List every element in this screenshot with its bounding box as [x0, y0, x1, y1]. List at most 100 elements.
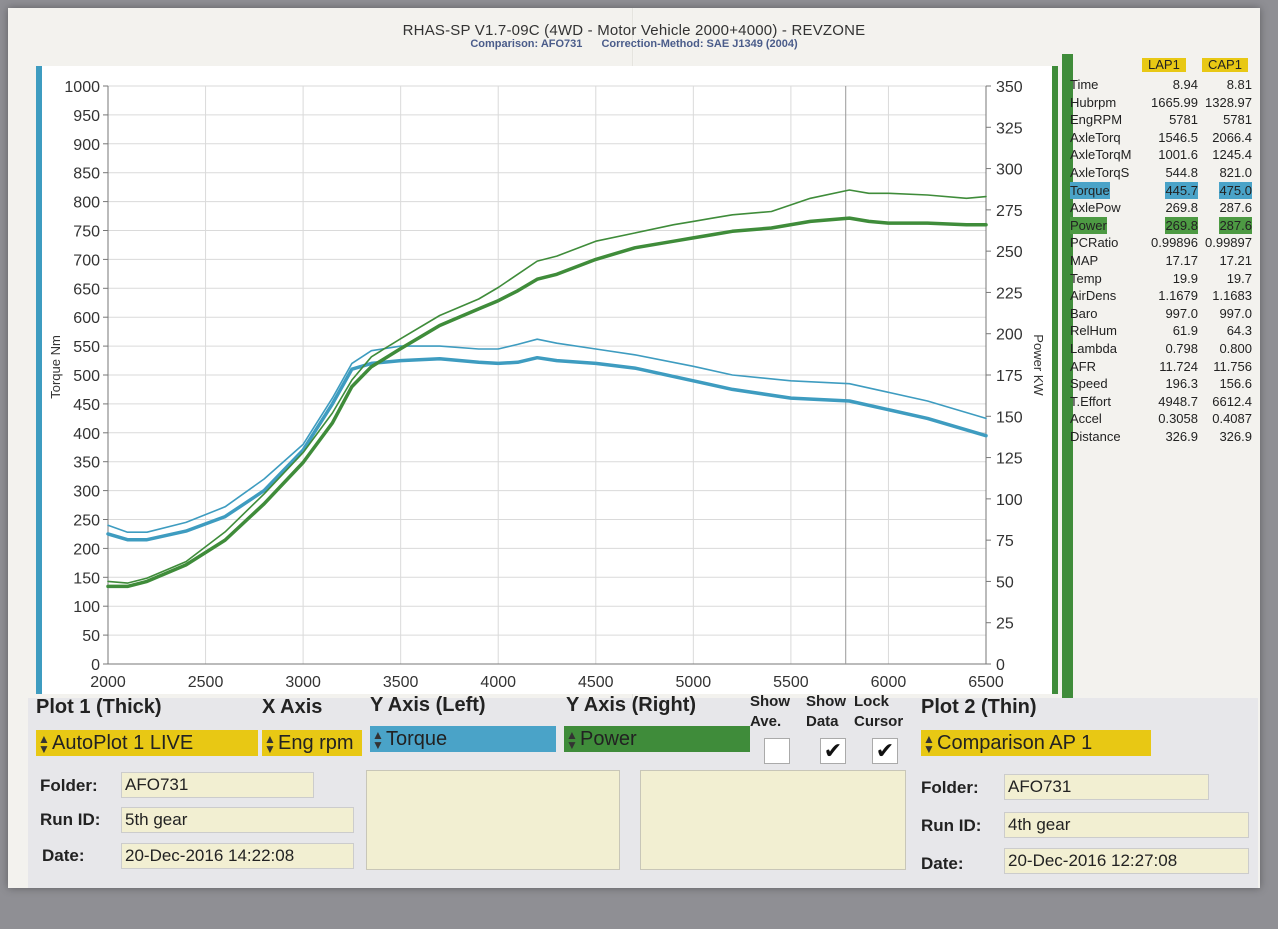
show-data-checkbox[interactable]: ✔ [820, 738, 846, 764]
lock-cursor-checkbox[interactable]: ✔ [872, 738, 898, 764]
y-left-tick-label: 150 [73, 570, 100, 587]
y-left-tick-label: 1000 [64, 79, 100, 96]
y-left-tick-label: 750 [73, 224, 100, 241]
stepper-icon[interactable]: ▲ ▼ [372, 727, 384, 752]
y-right-axis-label: Power KW [1031, 334, 1046, 396]
stepper-icon[interactable]: ▲ ▼ [923, 731, 935, 756]
readout-cap1-value: 821.0 [1219, 165, 1252, 180]
y-left-tick-label: 250 [73, 513, 100, 530]
notes-box-right[interactable] [640, 770, 906, 870]
run2-runid-label: Run ID: [921, 816, 982, 835]
x-tick-label: 6000 [871, 674, 907, 691]
y-right-tick-label: 225 [996, 285, 1023, 302]
plot-area[interactable]: 2000 2500 3000 3500 4000 4500 5000 5500 6000 6500… [36, 66, 1058, 694]
readout-lap1-value: 17.17 [1165, 253, 1198, 268]
show-ave-checkbox[interactable] [764, 738, 790, 764]
run2-runid-field[interactable]: 4th gear [1004, 812, 1249, 838]
readout-row: Distance 326.9 326.9 [1070, 428, 1260, 445]
xaxis-select[interactable]: ▲ ▼ Eng rpm [262, 730, 362, 756]
x-tick-label: 2500 [188, 674, 224, 691]
readout-row: Hubrpm 1665.99 1328.97 [1070, 94, 1260, 111]
readout-cap1-value: 2066.4 [1212, 129, 1252, 145]
readout-name: MAP [1070, 253, 1099, 268]
readout-lap1-value: 19.9 [1172, 270, 1198, 286]
yleft-heading: Y Axis (Left) [370, 694, 486, 716]
yright-value: Power [580, 728, 637, 750]
readout-name: Baro [1070, 305, 1098, 321]
run2-date-label: Date: [921, 854, 964, 873]
y-left-tick-label: 0 [91, 657, 100, 674]
x-tick-label: 6500 [968, 674, 1004, 691]
plot1-select[interactable]: ▲ ▼ AutoPlot 1 LIVE [36, 730, 258, 756]
readout-row: EngRPM 5781 5781 [1070, 111, 1260, 128]
readout-name: AirDens [1070, 288, 1117, 304]
chart-subtitle: Comparison: AFO731 Correction-Method: SA… [8, 38, 1260, 50]
yright-select[interactable]: ▲ ▼ Power [564, 726, 750, 752]
readout-name: T.Effort [1070, 393, 1111, 409]
yleft-value: Torque [386, 728, 448, 750]
y-left-tick-label: 600 [73, 310, 100, 327]
readout-cap1-value: 11.756 [1213, 358, 1252, 374]
y-left-tick-label: 400 [73, 426, 100, 443]
y-left-tick-label: 100 [73, 599, 100, 616]
x-tick-label: 4500 [578, 674, 614, 691]
run1-folder-field[interactable]: AFO731 [121, 772, 314, 798]
readout-name: RelHum [1070, 323, 1117, 339]
dyno-chart[interactable]: 2000 2500 3000 3500 4000 4500 5000 5500 6000 6500… [36, 66, 1058, 694]
series-line-torque-thick [106, 355, 988, 542]
readout-name: Accel [1070, 411, 1102, 427]
readout-cap1-value: 1.1683 [1212, 288, 1252, 304]
readout-row: AxlePow 269.8 287.6 [1070, 199, 1260, 216]
y-left-tick-label: 700 [73, 252, 100, 269]
lock-cursor-label: Lock Cursor [854, 693, 904, 730]
y-right-tick-label: 325 [996, 120, 1023, 137]
notes-box-left[interactable] [366, 770, 620, 870]
series-line-torque-thin [107, 338, 987, 534]
run1-runid-field[interactable]: 5th gear [121, 807, 354, 833]
readout-row: Accel 0.3058 0.4087 [1070, 410, 1260, 427]
readout-row: AirDens 1.1679 1.1683 [1070, 287, 1260, 304]
readout-lap1-value: 0.798 [1165, 341, 1198, 356]
readout-row: T.Effort 4948.7 6612.4 [1070, 393, 1260, 410]
readout-lap1-value: 8.94 [1172, 77, 1198, 92]
readout-lap1-value: 544.8 [1165, 165, 1198, 180]
readout-row: Torque 445.7 475.0 [1070, 181, 1260, 199]
stepper-icon[interactable]: ▲ ▼ [566, 727, 578, 752]
plot1-heading: Plot 1 (Thick) [36, 696, 162, 718]
readout-cap1-value: 64.3 [1226, 323, 1252, 339]
readout-cap1-value: 5781 [1223, 112, 1252, 128]
y-right-tick-label: 125 [996, 451, 1023, 468]
readout-name: Speed [1070, 376, 1108, 392]
readout-cap1-value: 6612.4 [1212, 393, 1252, 409]
run1-date-field[interactable]: 20-Dec-2016 14:22:08 [121, 843, 354, 869]
stepper-icon[interactable]: ▲ ▼ [264, 731, 276, 756]
readout-name: AxleTorq [1070, 129, 1121, 145]
readout-name: Hubrpm [1070, 94, 1117, 110]
xaxis-value: Eng rpm [278, 732, 354, 754]
readout-row: RelHum 61.9 64.3 [1070, 322, 1260, 339]
y-left-tick-label: 300 [73, 484, 100, 501]
plot2-value: Comparison AP 1 [937, 732, 1093, 754]
y-left-tick-label: 450 [73, 397, 100, 414]
run2-folder-field[interactable]: AFO731 [1004, 774, 1209, 800]
run2-date-field[interactable]: 20-Dec-2016 12:27:08 [1004, 848, 1249, 874]
y-right-tick-label: 250 [996, 244, 1023, 261]
readout-cap1-value: 1245.4 [1212, 147, 1252, 163]
yleft-select[interactable]: ▲ ▼ Torque [370, 726, 556, 752]
readout-name: AxlePow [1070, 200, 1121, 216]
readout-row: Lambda 0.798 0.800 [1070, 340, 1260, 357]
stepper-icon[interactable]: ▲ ▼ [38, 731, 50, 756]
readout-row: Temp 19.9 19.7 [1070, 270, 1260, 287]
plot2-heading: Plot 2 (Thin) [921, 696, 1037, 718]
readout-name: Torque [1070, 181, 1110, 199]
readout-cap1-value: 19.7 [1226, 270, 1252, 286]
y-right-tick-label: 25 [996, 616, 1014, 633]
run1-runid-label: Run ID: [40, 810, 101, 829]
show-ave-label: Show Ave. [750, 693, 790, 730]
plot2-select[interactable]: ▲ ▼ Comparison AP 1 [921, 730, 1151, 756]
col-cap1-header: CAP1 [1202, 58, 1248, 72]
readout-lap1-value: 326.9 [1165, 429, 1198, 444]
readout-cap1-value: 0.99897 [1205, 235, 1252, 251]
y-right-tick-label: 175 [996, 368, 1023, 385]
y-right-tick-label: 275 [996, 203, 1023, 220]
